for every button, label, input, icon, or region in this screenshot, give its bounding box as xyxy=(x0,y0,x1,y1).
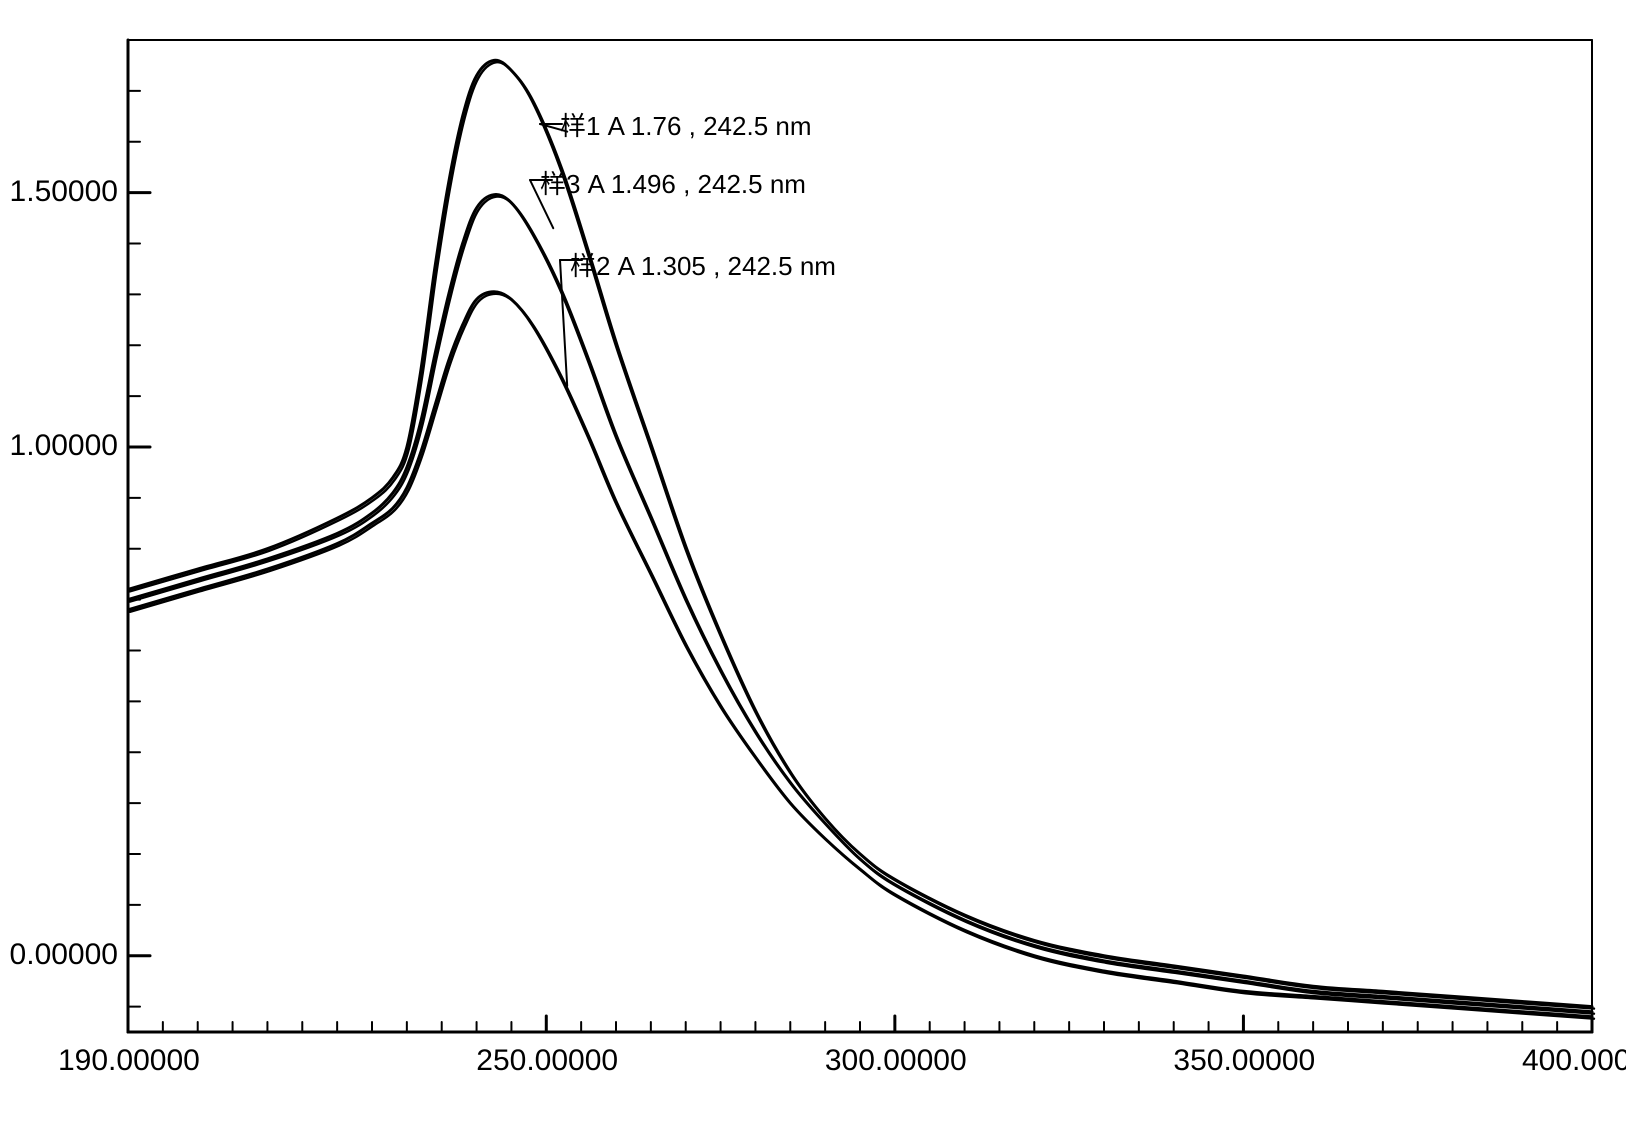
legend-sample2: 样2 A 1.305 , 242.5 nm xyxy=(570,246,836,283)
x-tick-label-2: 300.00000 xyxy=(825,1044,967,1078)
callout-sample2 xyxy=(560,260,567,386)
series-sample2 xyxy=(128,292,1592,1017)
spectrum-chart: 0.00000 1.00000 1.50000 190.00000 250.00… xyxy=(0,0,1626,1124)
y-tick-label-2: 1.50000 xyxy=(10,175,118,209)
legend-sample1: 样1 A 1.76 , 242.5 nm xyxy=(560,106,812,143)
y-tick-label-1: 1.00000 xyxy=(10,429,118,463)
x-tick-label-0: 190.00000 xyxy=(58,1044,200,1078)
series-sample3 xyxy=(128,195,1592,1012)
x-tick-label-4: 400.00000 xyxy=(1522,1044,1626,1078)
chart-canvas xyxy=(0,0,1626,1124)
x-tick-label-1: 250.00000 xyxy=(476,1044,618,1078)
y-tick-label-0: 0.00000 xyxy=(10,938,118,972)
series-sample1 xyxy=(128,60,1592,1006)
x-tick-label-3: 350.00000 xyxy=(1173,1044,1315,1078)
legend-sample3: 样3 A 1.496 , 242.5 nm xyxy=(540,164,806,201)
